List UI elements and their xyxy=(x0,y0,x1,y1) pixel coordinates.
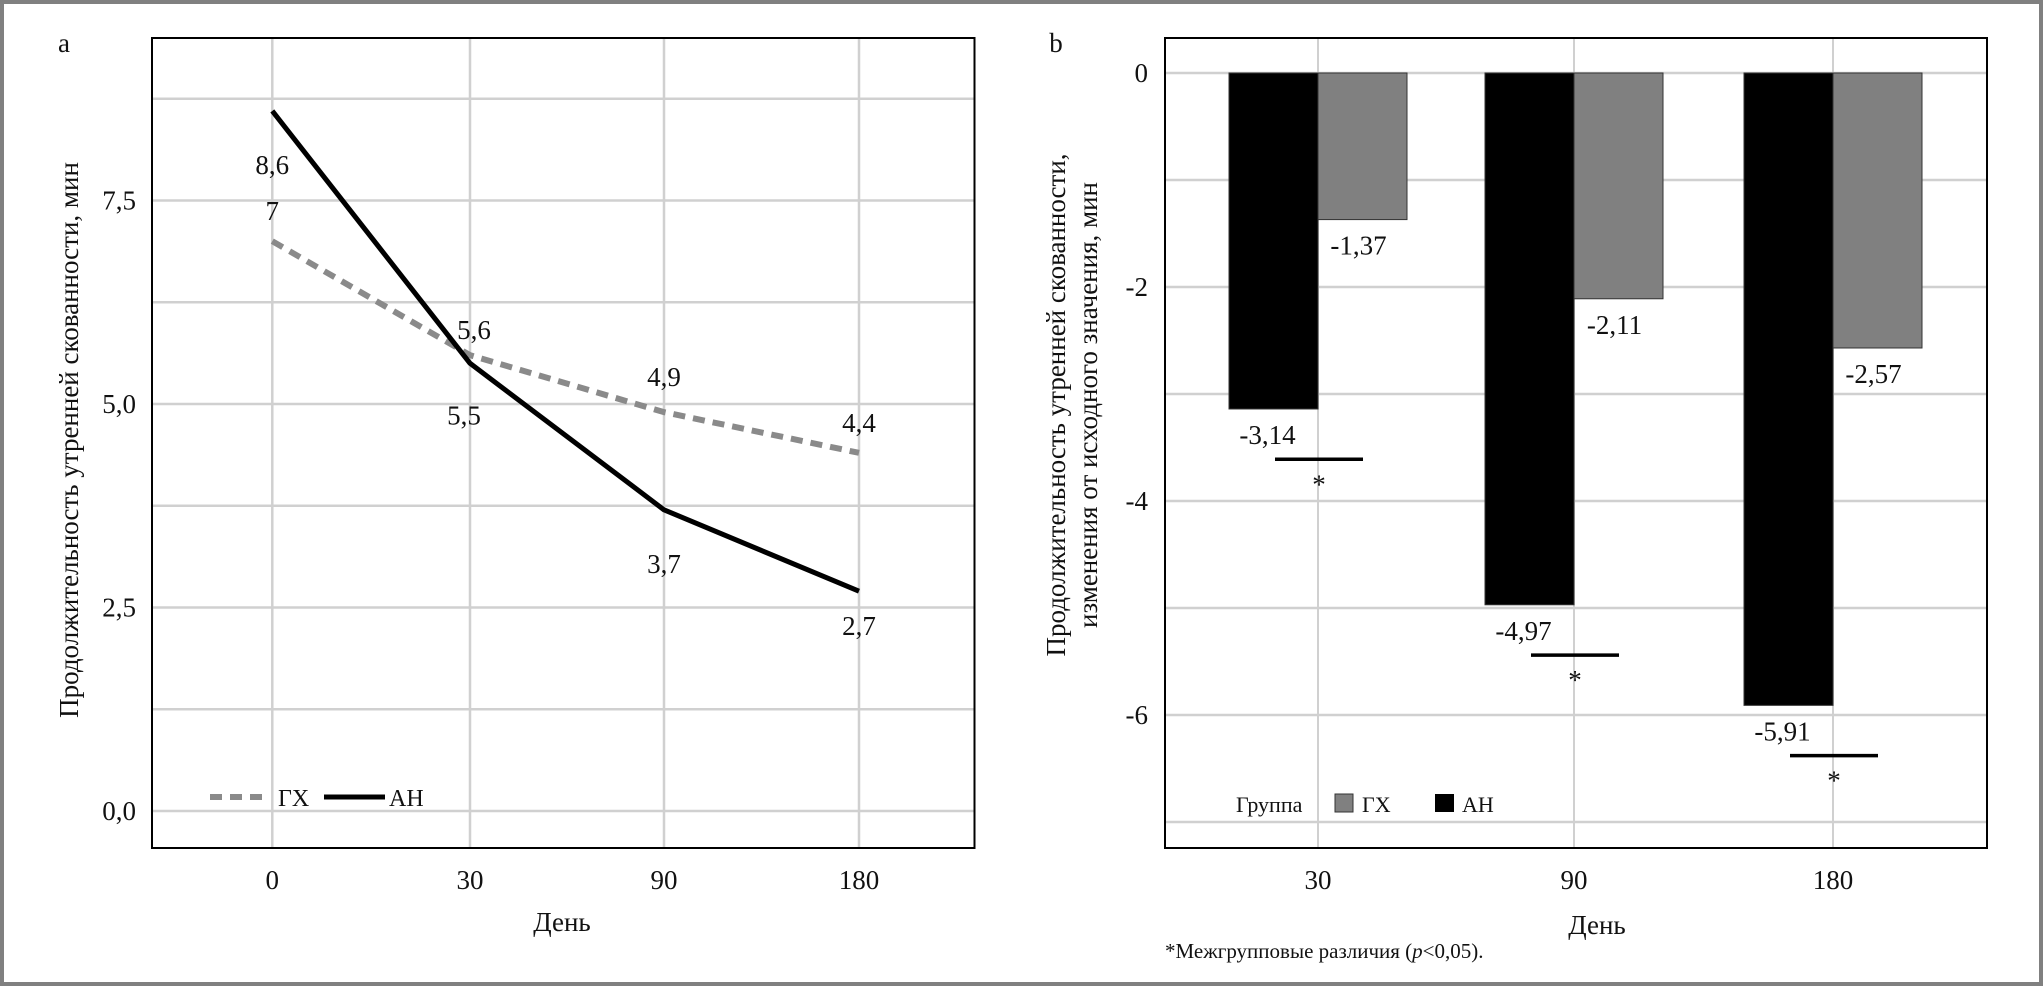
series-line-ah xyxy=(270,109,860,594)
legend-label-gx: ГХ xyxy=(278,786,309,812)
significance-asterisk: * xyxy=(1827,766,1841,796)
legend-swatch-ah xyxy=(1435,794,1454,812)
panel-a-line-chart: a 0,0 2,5 5,0 7,5 0 30 90 180 День Продолжительнос… xyxy=(54,28,976,937)
bar-value-label: -4,97 xyxy=(1495,616,1551,646)
y-tick-label: -2 xyxy=(1126,272,1149,302)
data-label: 2,7 xyxy=(842,611,876,641)
y-tick-label: 0 xyxy=(1135,58,1149,88)
x-tick-label: 30 xyxy=(457,865,484,895)
y-axis-title-line-2: изменения от исходного значения, мин xyxy=(1073,182,1103,628)
y-tick-label: 7,5 xyxy=(102,186,136,216)
bar-value-label: -2,11 xyxy=(1587,310,1642,340)
x-tick-label: 0 xyxy=(266,865,280,895)
y-tick-label: -6 xyxy=(1126,700,1149,730)
x-axis-title: День xyxy=(1568,910,1626,940)
series-line-gx xyxy=(270,238,860,456)
bar-value-label: -2,57 xyxy=(1845,359,1901,389)
x-tick-label: 90 xyxy=(1561,865,1588,895)
x-axis-title: День xyxy=(533,907,591,937)
bar-gx-90 xyxy=(1573,72,1664,300)
plot-frame xyxy=(1164,37,1988,849)
bar-gx-180 xyxy=(1832,72,1923,349)
footnote-suffix: <0,05). xyxy=(1423,939,1484,963)
x-tick-label: 30 xyxy=(1305,865,1332,895)
bar-value-label: -1,37 xyxy=(1330,231,1386,261)
legend-label-gx: ГХ xyxy=(1362,792,1391,817)
data-label: 4,9 xyxy=(647,362,681,392)
data-label: 8,6 xyxy=(255,150,289,180)
bar-value-label: -3,14 xyxy=(1239,420,1296,450)
y-tick-label: 2,5 xyxy=(102,593,136,623)
bar-gx-30 xyxy=(1317,72,1408,221)
significance-asterisk: * xyxy=(1568,665,1582,695)
data-label: 3,7 xyxy=(647,549,681,579)
y-tick-label: 5,0 xyxy=(102,389,136,419)
footnote-p: p xyxy=(1410,939,1423,963)
panel-label: a xyxy=(58,28,70,58)
y-tick-label: 0,0 xyxy=(102,796,136,826)
legend-label-ah: АН xyxy=(389,786,424,812)
legend-title: Группа xyxy=(1236,792,1303,817)
y-axis-title-line-1: Продолжительность утренней скованности, xyxy=(1041,153,1071,656)
x-tick-label: 180 xyxy=(1813,865,1854,895)
x-tick-label: 180 xyxy=(839,865,880,895)
bar-ah-30 xyxy=(1228,72,1319,410)
bar-ah-180 xyxy=(1743,72,1834,706)
data-label: 5,5 xyxy=(447,400,481,430)
panel-b-bar-chart: b 0 -2 -4 -6 30 90 180 День Продолжительность утр… xyxy=(1041,28,1988,963)
data-label: 4,4 xyxy=(842,408,876,438)
y-axis-title: Продолжительность утренней скованности, … xyxy=(54,162,84,718)
legend-swatch-gx xyxy=(1334,793,1354,813)
bar-ah-90 xyxy=(1484,72,1575,606)
legend-label-ah: АН xyxy=(1462,792,1494,817)
bar-value-label: -5,91 xyxy=(1754,716,1810,746)
x-tick-label: 90 xyxy=(651,865,678,895)
data-label: 5,6 xyxy=(457,315,491,345)
plot-frame xyxy=(151,37,976,849)
panel-label: b xyxy=(1049,28,1063,58)
footnote: *Межгрупповые различия (p<0,05). xyxy=(1165,939,1484,963)
significance-asterisk: * xyxy=(1312,469,1326,499)
y-tick-label: -4 xyxy=(1126,486,1149,516)
data-label: 7 xyxy=(266,196,280,226)
footnote-prefix: *Межгрупповые различия ( xyxy=(1165,939,1412,963)
